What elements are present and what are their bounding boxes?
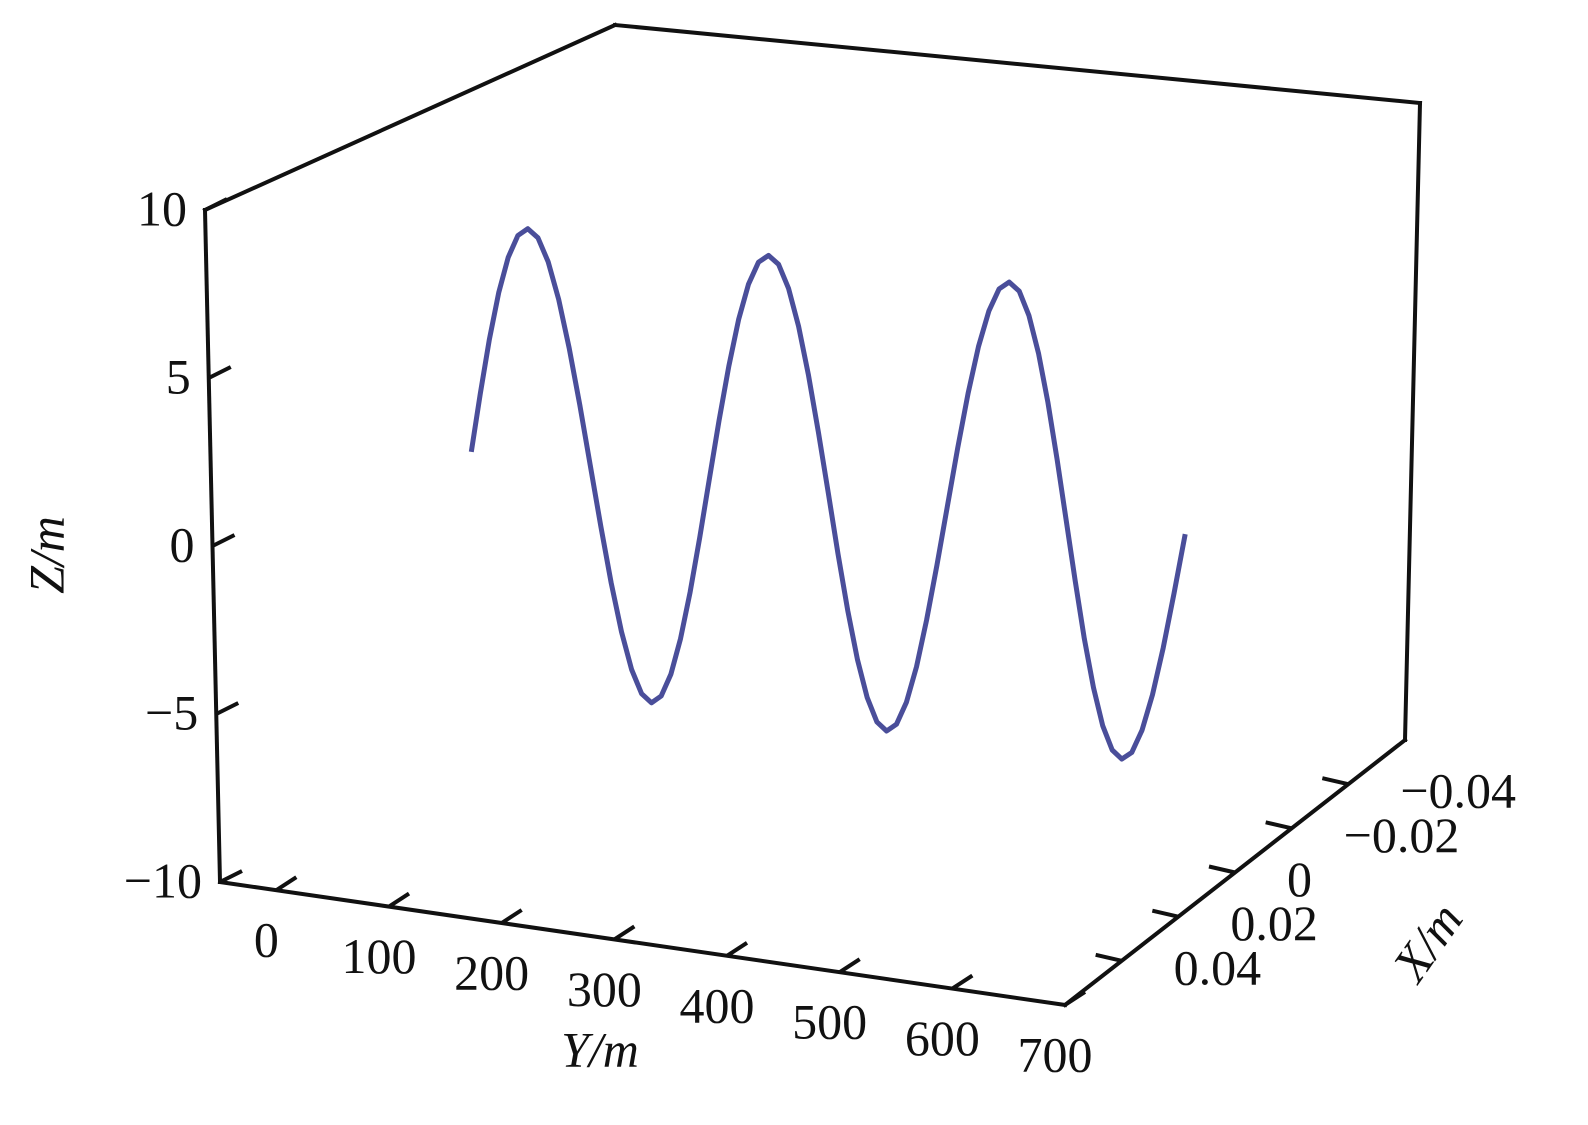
y-tick xyxy=(838,957,861,974)
z-tick-label: −10 xyxy=(124,852,202,908)
x-tick xyxy=(1151,908,1179,919)
y-tick-label: 100 xyxy=(342,928,417,984)
axis-edge xyxy=(612,22,1423,106)
x-axis-title: X/m xyxy=(1380,893,1473,993)
z-tick-label: 0 xyxy=(170,516,195,572)
z-axis-title: Z/m xyxy=(18,516,74,594)
y-tick xyxy=(1063,990,1087,1007)
axis-edge xyxy=(1402,100,1423,743)
data-line xyxy=(468,226,1188,762)
y-tick-label: 500 xyxy=(792,994,867,1050)
x-tick-label: −0.04 xyxy=(1400,763,1516,819)
y-tick xyxy=(275,875,298,892)
x-tick-label: −0.02 xyxy=(1344,807,1460,863)
x-tick xyxy=(1265,820,1293,831)
x-tick-label: 0 xyxy=(1287,851,1312,907)
z-tick xyxy=(211,533,236,548)
y-tick-label: 600 xyxy=(905,1010,980,1066)
x-tick xyxy=(1095,952,1123,963)
x-tick-label: 0.02 xyxy=(1230,895,1318,951)
y-tick xyxy=(725,941,749,958)
z-tick-label: 5 xyxy=(166,348,191,404)
y-tick xyxy=(387,891,411,909)
z-tick xyxy=(219,869,243,884)
z-tick-label: −5 xyxy=(145,684,198,740)
y-tick xyxy=(613,924,636,942)
x-tick xyxy=(1321,776,1349,787)
z-tick-label: 10 xyxy=(137,180,187,236)
axis-edge xyxy=(202,22,618,213)
y-tick xyxy=(500,908,523,925)
y-tick-label: 300 xyxy=(567,961,642,1017)
y-tick-label: 400 xyxy=(680,977,755,1033)
y-tick-label: 0 xyxy=(254,912,279,968)
z-tick xyxy=(207,365,232,380)
x-tick xyxy=(1208,864,1236,875)
x-tick-label: 0.04 xyxy=(1174,939,1262,995)
y-tick xyxy=(951,973,974,991)
z-tick xyxy=(215,701,240,716)
y-tick-label: 200 xyxy=(454,944,529,1000)
y-tick-label: 700 xyxy=(1018,1026,1093,1082)
axis-edge xyxy=(217,879,1068,1008)
z-tick xyxy=(204,197,228,212)
y-axis-title: Y/m xyxy=(561,1021,639,1077)
